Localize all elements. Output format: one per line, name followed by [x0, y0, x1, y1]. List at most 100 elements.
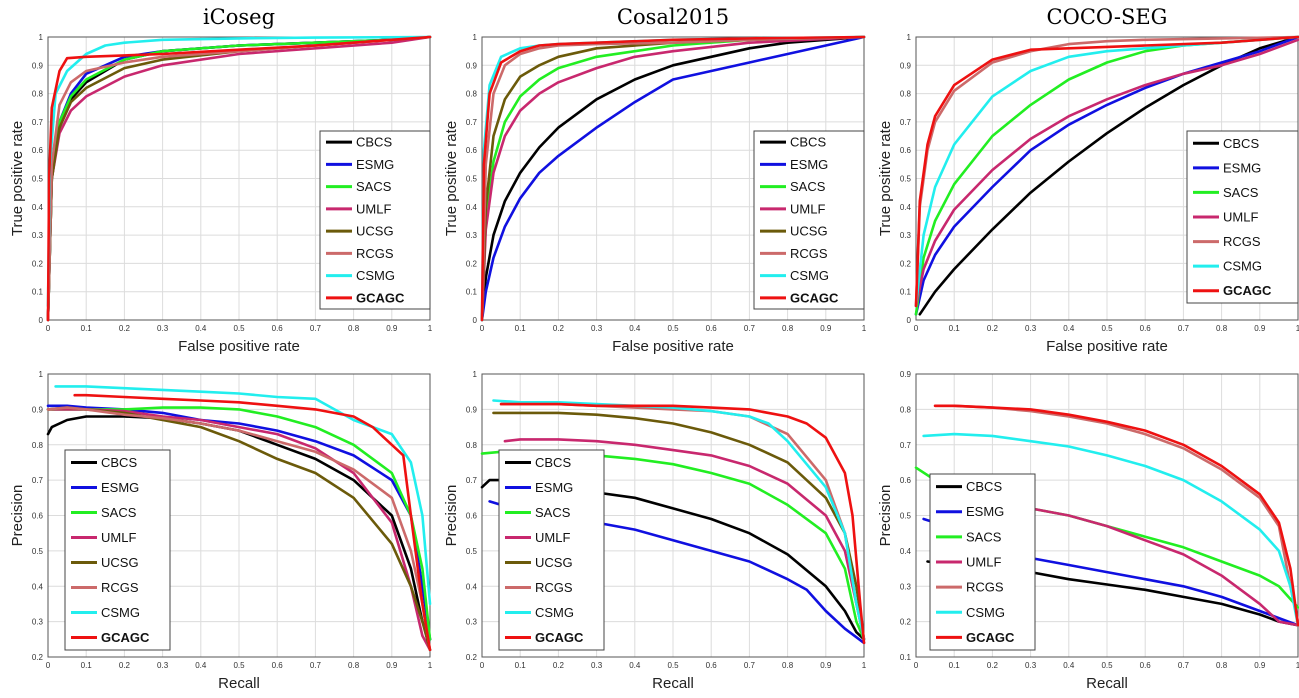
y-tick-label: 0.2 — [466, 653, 478, 662]
series-line-umlf — [503, 438, 866, 641]
y-tick-label: 0.4 — [466, 203, 478, 212]
x-tick-label: 0.3 — [1025, 324, 1037, 333]
y-tick-label: 1 — [473, 370, 478, 379]
y-tick-label: 0.8 — [32, 90, 44, 99]
x-tick-label: 0.3 — [591, 324, 603, 333]
x-tick-label: 0.6 — [1140, 324, 1152, 333]
legend: CBCS ESMG SACS UMLF UCSG RCGS CSMG GCAGC — [498, 449, 605, 651]
x-tick-label: 0.3 — [157, 324, 169, 333]
y-tick-label: 0.5 — [900, 175, 912, 184]
series-line-rcgs — [480, 35, 866, 322]
x-tick-label: 0 — [480, 324, 485, 333]
legend-label-rcgs: RCGS — [356, 246, 394, 261]
series-line-csmg — [54, 385, 432, 606]
y-tick-label: 0.4 — [900, 203, 912, 212]
y-tick-label: 0.9 — [900, 370, 912, 379]
legend-label-ucsg: UCSG — [535, 555, 573, 570]
x-axis-label: Recall — [1086, 675, 1128, 692]
y-tick-label: 0.5 — [32, 547, 44, 556]
y-tick-label: 0.1 — [900, 288, 912, 297]
y-tick-label: 0.9 — [466, 405, 478, 414]
x-tick-label: 0.8 — [1216, 661, 1228, 670]
x-tick-label: 0.7 — [744, 324, 756, 333]
y-tick-label: 0.3 — [900, 582, 912, 591]
legend-label-cbcs: CBCS — [101, 455, 137, 470]
y-tick-label: 0.6 — [32, 512, 44, 521]
y-tick-label: 0.3 — [32, 231, 44, 240]
y-tick-label: 0.3 — [32, 618, 44, 627]
legend-label-gcagc: GCAGC — [790, 290, 839, 305]
x-tick-label: 0.9 — [820, 661, 832, 670]
x-tick-label: 0 — [914, 661, 919, 670]
plot-frame — [915, 373, 1299, 658]
x-tick-label: 1 — [1296, 324, 1299, 333]
legend: CBCS ESMG SACS UMLF RCGS CSMG GCAGC — [1186, 130, 1299, 304]
y-tick-label: 1 — [39, 370, 44, 379]
y-tick-label: 0.3 — [466, 618, 478, 627]
x-tick-label: 0.2 — [119, 324, 131, 333]
x-tick-label: 1 — [862, 661, 867, 670]
x-tick-label: 0.9 — [386, 324, 398, 333]
x-tick-label: 0.6 — [272, 324, 284, 333]
legend-label-csmg: CSMG — [356, 268, 395, 283]
x-tick-label: 0.9 — [1254, 661, 1266, 670]
legend-label-rcgs: RCGS — [790, 246, 828, 261]
y-tick-label: 1 — [39, 33, 44, 42]
legend-label-sacs: SACS — [535, 505, 571, 520]
x-tick-label: 0.8 — [782, 661, 794, 670]
y-tick-label: 0.4 — [900, 547, 912, 556]
plot-frame — [47, 373, 431, 658]
series-line-esmg — [914, 35, 1299, 316]
x-tick-label: 0.1 — [81, 661, 93, 670]
series-line-esmg — [480, 35, 866, 322]
y-axis-label: True positive rate — [443, 121, 460, 236]
legend-label-esmg: ESMG — [790, 157, 828, 172]
legend-label-umlf: UMLF — [966, 555, 1001, 570]
legend: CBCS ESMG SACS UMLF UCSG RCGS CSMG GCAGC — [753, 130, 865, 310]
legend-label-gcagc: GCAGC — [356, 290, 405, 305]
x-tick-label: 0.9 — [820, 324, 832, 333]
series-line-gcagc — [914, 35, 1299, 308]
y-tick-label: 0.8 — [466, 90, 478, 99]
y-tick-label: 0.6 — [32, 146, 44, 155]
chart-title: iCoseg — [203, 5, 275, 29]
x-tick-label: 0.4 — [195, 324, 207, 333]
y-axis-label: Precision — [877, 485, 894, 547]
y-tick-label: 0.8 — [32, 441, 44, 450]
legend-label-rcgs: RCGS — [101, 580, 139, 595]
legend-label-gcagc: GCAGC — [101, 630, 150, 645]
y-tick-label: 0.8 — [900, 405, 912, 414]
legend: CBCS ESMG SACS UMLF UCSG RCGS CSMG GCAGC — [319, 130, 431, 310]
y-tick-label: 0.6 — [466, 512, 478, 521]
x-tick-label: 0.2 — [987, 324, 999, 333]
x-tick-label: 0.7 — [1178, 324, 1190, 333]
legend-label-gcagc: GCAGC — [535, 630, 584, 645]
chart-1: 0 0.1 0.2 0.3 0.4 0.5 0.6 0.7 0.8 0.9 1 0 0.1 0.2 0.3 0… — [9, 5, 433, 355]
x-tick-label: 0.1 — [515, 661, 527, 670]
series-line-gcagc — [480, 35, 866, 322]
x-tick-label: 0.5 — [233, 324, 245, 333]
x-tick-label: 0.6 — [272, 661, 284, 670]
legend-label-esmg: ESMG — [535, 480, 573, 495]
x-tick-label: 0.5 — [1101, 661, 1113, 670]
legend-box — [64, 449, 171, 651]
chart-5: 0 0.1 0.2 0.3 0.4 0.5 0.6 0.7 0.8 0.9 1 0.2 0.3 0.4 0.… — [443, 370, 867, 692]
x-tick-label: 0.7 — [744, 661, 756, 670]
x-tick-label: 0.1 — [81, 324, 93, 333]
series-line-csmg — [492, 399, 866, 641]
x-tick-label: 1 — [1296, 661, 1299, 670]
legend-label-csmg: CSMG — [790, 268, 829, 283]
plot-frame — [481, 373, 865, 658]
legend-label-gcagc: GCAGC — [966, 630, 1015, 645]
legend-label-cbcs: CBCS — [356, 135, 392, 150]
x-tick-label: 0 — [914, 324, 919, 333]
y-tick-label: 0.7 — [900, 441, 912, 450]
legend-label-sacs: SACS — [790, 179, 826, 194]
x-tick-label: 0.2 — [119, 661, 131, 670]
legend-label-umlf: UMLF — [1223, 210, 1258, 225]
y-tick-label: 0.8 — [900, 90, 912, 99]
x-tick-label: 0.8 — [348, 661, 360, 670]
y-tick-label: 0.3 — [900, 231, 912, 240]
legend-label-esmg: ESMG — [1223, 160, 1261, 175]
legend-label-sacs: SACS — [356, 179, 392, 194]
